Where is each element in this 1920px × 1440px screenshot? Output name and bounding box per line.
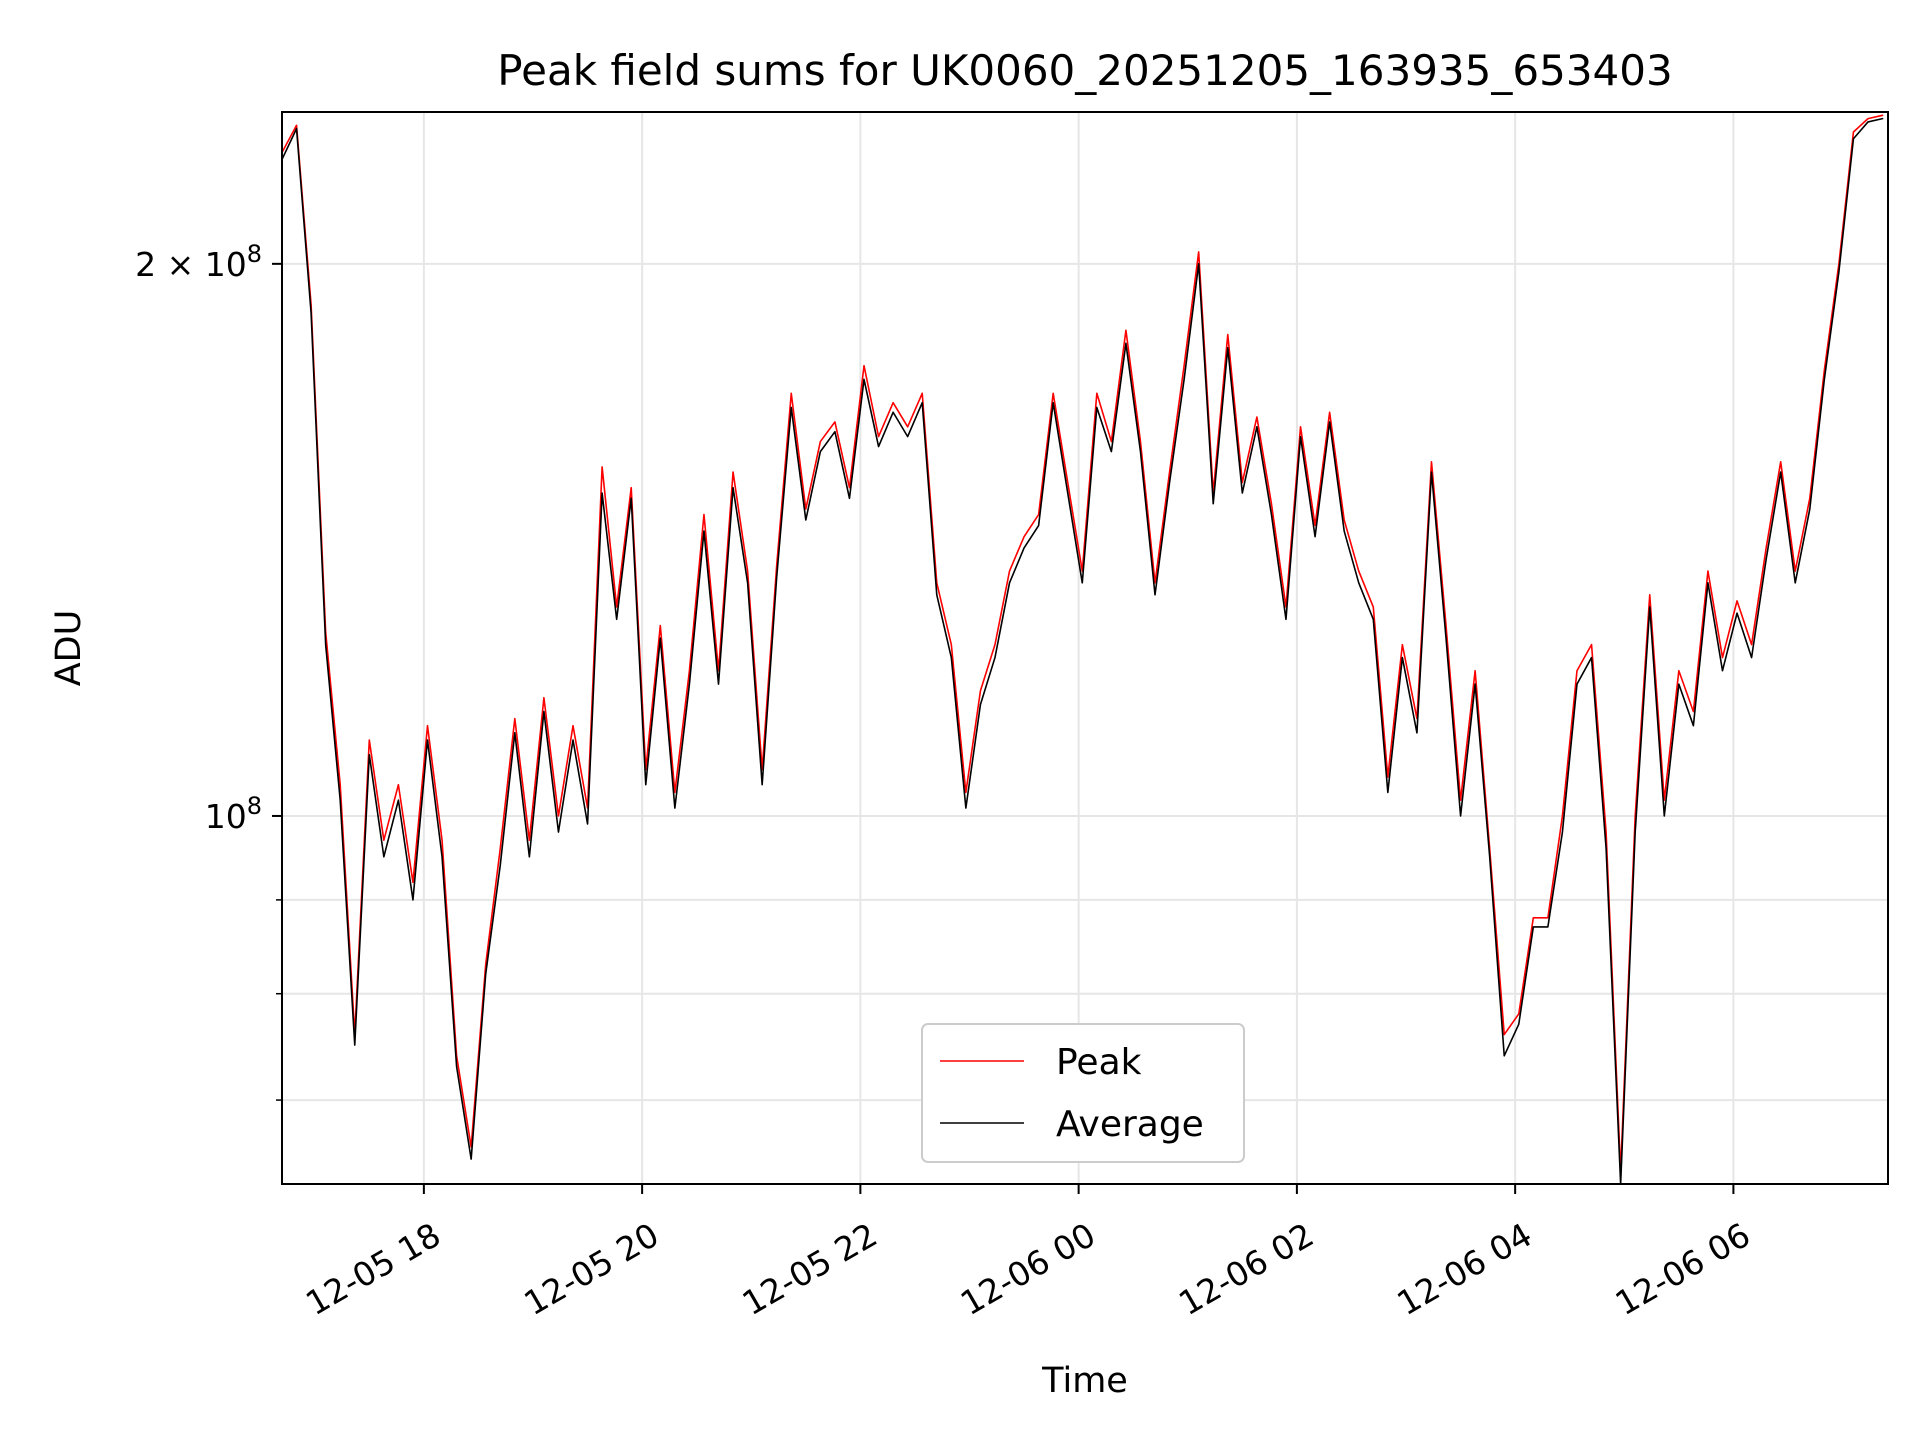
y-tick-label-0: 108 xyxy=(205,792,262,836)
legend-box xyxy=(921,1023,1245,1163)
y-tick-label-base-1: 2 × 10 xyxy=(135,245,247,284)
series-layer xyxy=(281,114,1884,1185)
y-axis-label: ADU xyxy=(49,610,89,687)
legend-peak-label: Peak xyxy=(1056,1042,1142,1083)
y-tick-label-exp-0: 8 xyxy=(247,792,262,820)
y-tick-label-1: 2 × 108 xyxy=(135,240,262,284)
plot-frame xyxy=(281,111,1889,1185)
x-axis-label: Time xyxy=(1041,1361,1128,1401)
legend-average-label: Average xyxy=(1056,1104,1204,1145)
chart-title: Peak field sums for UK0060_20251205_1639… xyxy=(497,46,1672,95)
series-line-average xyxy=(281,117,1884,1185)
grid xyxy=(282,112,1888,1184)
legend: Peak Average xyxy=(921,1023,1245,1163)
y-tick-label-exp-1: 8 xyxy=(247,240,262,268)
y-tick-label-base-0: 10 xyxy=(205,797,247,836)
